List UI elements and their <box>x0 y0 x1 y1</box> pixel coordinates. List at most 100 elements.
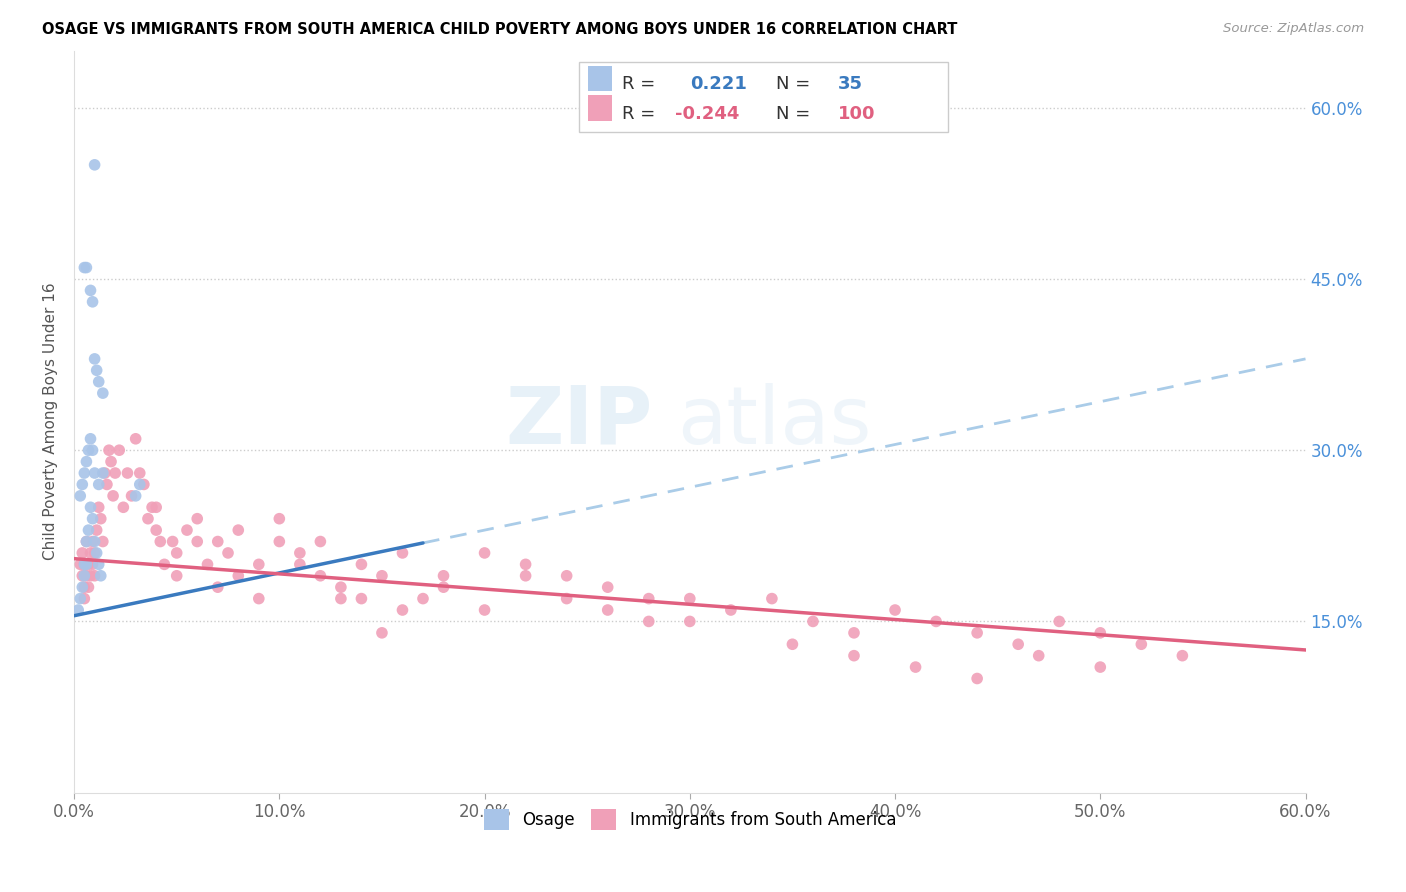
Point <box>596 603 619 617</box>
Point <box>166 568 188 582</box>
Point <box>73 568 96 582</box>
Point <box>79 546 101 560</box>
Text: R =: R = <box>621 104 655 123</box>
Point <box>166 546 188 560</box>
Point <box>515 558 537 572</box>
Point <box>83 546 105 560</box>
Point <box>112 500 135 515</box>
Point <box>966 625 988 640</box>
Point <box>371 568 394 582</box>
Point <box>269 511 291 525</box>
Point <box>186 534 208 549</box>
Text: ZIP: ZIP <box>506 383 652 460</box>
Point <box>69 591 91 606</box>
Point <box>87 477 110 491</box>
Point <box>842 625 865 640</box>
Point <box>96 477 118 491</box>
Point <box>98 443 121 458</box>
Point <box>288 546 311 560</box>
Point <box>72 568 94 582</box>
Point <box>207 580 229 594</box>
Text: R =: R = <box>621 75 655 93</box>
Y-axis label: Child Poverty Among Boys Under 16: Child Poverty Among Boys Under 16 <box>44 283 58 560</box>
Point <box>637 615 659 629</box>
Point <box>145 500 167 515</box>
Point <box>82 511 104 525</box>
Point <box>1130 637 1153 651</box>
Point <box>136 511 159 525</box>
Point <box>91 466 114 480</box>
Point <box>79 432 101 446</box>
Point <box>149 534 172 549</box>
Point <box>555 568 578 582</box>
Point <box>761 591 783 606</box>
Point <box>86 546 108 560</box>
Text: OSAGE VS IMMIGRANTS FROM SOUTH AMERICA CHILD POVERTY AMONG BOYS UNDER 16 CORRELA: OSAGE VS IMMIGRANTS FROM SOUTH AMERICA C… <box>42 22 957 37</box>
Point <box>83 351 105 366</box>
Point <box>309 534 332 549</box>
Text: 0.221: 0.221 <box>690 75 747 93</box>
Point <box>121 489 143 503</box>
Point <box>128 466 150 480</box>
Point <box>73 260 96 275</box>
Point <box>117 466 139 480</box>
Point <box>94 466 117 480</box>
Text: N =: N = <box>776 75 810 93</box>
Text: atlas: atlas <box>678 383 872 460</box>
Point <box>432 580 454 594</box>
Point <box>75 568 97 582</box>
Point <box>79 568 101 582</box>
Point <box>75 455 97 469</box>
Point <box>720 603 742 617</box>
Point <box>412 591 434 606</box>
Bar <box>588 65 612 92</box>
Point <box>83 534 105 549</box>
Point <box>176 523 198 537</box>
Point <box>371 625 394 640</box>
Point <box>904 660 927 674</box>
Point <box>247 558 270 572</box>
Point <box>69 558 91 572</box>
Bar <box>588 95 612 121</box>
Point <box>269 534 291 549</box>
Point <box>350 558 373 572</box>
Point <box>69 489 91 503</box>
Point <box>79 500 101 515</box>
Point <box>91 386 114 401</box>
Point <box>679 615 702 629</box>
Point <box>73 591 96 606</box>
Point <box>73 558 96 572</box>
Point <box>101 489 124 503</box>
Point <box>555 591 578 606</box>
Point <box>226 523 249 537</box>
Point <box>217 546 239 560</box>
Point <box>288 558 311 572</box>
Point <box>67 603 90 617</box>
Point <box>247 591 270 606</box>
Point <box>226 568 249 582</box>
Point <box>87 558 110 572</box>
Point <box>391 546 413 560</box>
Point <box>1090 625 1112 640</box>
Point <box>83 466 105 480</box>
Point <box>75 534 97 549</box>
Point <box>782 637 804 651</box>
Point <box>83 568 105 582</box>
Point <box>77 443 100 458</box>
Point <box>145 523 167 537</box>
Point <box>73 466 96 480</box>
Point <box>1171 648 1194 663</box>
Point <box>77 558 100 572</box>
Point <box>515 568 537 582</box>
Point <box>73 558 96 572</box>
Text: N =: N = <box>776 104 810 123</box>
Point <box>75 260 97 275</box>
Point <box>87 500 110 515</box>
Text: -0.244: -0.244 <box>675 104 740 123</box>
Point <box>637 591 659 606</box>
Point <box>329 591 352 606</box>
Point <box>596 580 619 594</box>
Point <box>1090 660 1112 674</box>
Point <box>141 500 163 515</box>
Point <box>128 477 150 491</box>
